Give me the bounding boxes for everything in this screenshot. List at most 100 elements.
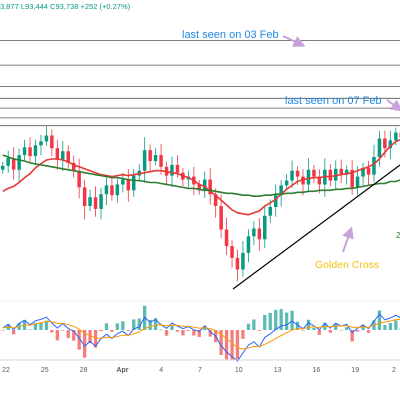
candle (328, 164, 333, 187)
macd-line (2, 313, 400, 362)
candle-body (93, 197, 98, 209)
candle-body (339, 168, 343, 175)
candle-body (28, 147, 32, 157)
candle-body (334, 168, 338, 181)
macd-bar (274, 309, 278, 330)
candle-body (235, 257, 240, 270)
candle-body (344, 169, 349, 175)
candle (82, 179, 87, 220)
macd-bar (44, 320, 49, 330)
candle (164, 161, 169, 185)
horizontal-levels (0, 40, 400, 127)
candle (274, 184, 278, 217)
candle (99, 187, 103, 220)
candle (197, 180, 201, 195)
candle (77, 158, 81, 199)
candle-body (350, 169, 354, 188)
candle (148, 144, 152, 173)
candle-body (110, 185, 114, 196)
candle-body (66, 151, 70, 163)
annotation-feb07[interactable]: last seen on 07 Feb (285, 95, 400, 112)
candle (115, 178, 120, 203)
candle-body (148, 150, 152, 161)
candle-body (72, 162, 76, 171)
candle (301, 169, 305, 196)
macd-bar (295, 321, 300, 330)
macd-bar (279, 309, 283, 330)
candle-body (295, 170, 300, 177)
moving-average-slow[interactable] (2, 154, 400, 197)
candle-body (170, 164, 174, 176)
candle-body (159, 155, 163, 167)
macd-bar (263, 314, 267, 330)
candle (17, 148, 21, 183)
macd-bar (77, 330, 81, 350)
candle (366, 160, 371, 186)
x-tick-label: 13 (274, 367, 282, 374)
macd-bar (268, 312, 272, 330)
candle-body (115, 184, 120, 196)
candle-body (377, 138, 382, 158)
macd-bar (121, 321, 125, 330)
candle (104, 177, 109, 206)
candle (61, 141, 65, 171)
macd-bar (39, 322, 43, 330)
candle-body (246, 236, 251, 253)
candle (241, 241, 245, 277)
candle (153, 148, 158, 166)
candle-body (153, 155, 158, 161)
macd-bar (33, 322, 38, 330)
macd-bar (224, 330, 229, 360)
candle (252, 221, 256, 246)
macd-bar (312, 327, 316, 330)
macd-bar (317, 330, 321, 335)
moving-average-fast[interactable] (2, 139, 400, 216)
macd-bar (334, 323, 338, 330)
candle (44, 126, 49, 146)
candle-body (44, 135, 49, 142)
macd-bar (148, 319, 152, 330)
annotation-edge-label: 2 (396, 231, 400, 240)
candle (181, 168, 185, 187)
candle (284, 173, 289, 190)
candle (66, 145, 70, 169)
candle-body (224, 229, 229, 247)
macd-bar (99, 330, 103, 332)
macd-bar (350, 330, 354, 342)
candle-body (175, 164, 180, 173)
candle (306, 158, 311, 191)
candle-body (383, 138, 387, 149)
candle-body (388, 140, 393, 149)
macd-bar (241, 330, 245, 339)
candle (388, 130, 393, 159)
candle (6, 150, 10, 173)
macd-bar (110, 330, 114, 332)
annotation-feb03[interactable]: last seen on 03 Feb (182, 29, 306, 47)
candle-body (121, 179, 125, 185)
x-tick-label: Apr (116, 367, 128, 374)
candle-body (361, 167, 365, 177)
ohlc-readout: 3,877 L93,444 C93,738 +252 (+0.27%) (0, 2, 130, 11)
moving-averages (2, 139, 400, 216)
macd-bar (372, 320, 376, 330)
candle-body (104, 185, 109, 195)
trend-line[interactable] (232, 164, 400, 290)
macd-bar (361, 325, 365, 330)
candle-body (230, 246, 234, 258)
candle (1, 161, 5, 174)
annotation-golden-cross[interactable]: Golden Cross (315, 226, 379, 271)
macd-signal-line (2, 318, 400, 350)
macd-bar (55, 330, 59, 341)
annotation-feb07-label: last seen on 07 Feb (285, 95, 382, 107)
candle (55, 139, 60, 170)
candle-body (33, 145, 38, 157)
macd-bar (192, 330, 196, 336)
candle-body (61, 151, 65, 160)
macd-bar (170, 325, 174, 330)
candle-body (372, 157, 376, 175)
candle (126, 169, 131, 202)
x-axis-ticks: 22 25 28 Apr 4 7 10 13 16 19 2 (2, 367, 396, 374)
candle-body (126, 179, 131, 191)
x-tick-label: 19 (351, 367, 359, 374)
